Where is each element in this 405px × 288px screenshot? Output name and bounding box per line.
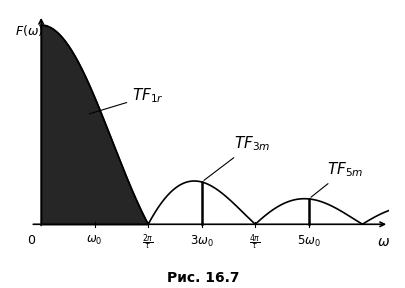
Text: $TF_{3m}$: $TF_{3m}$ [203, 134, 269, 180]
Text: $3\omega_0$: $3\omega_0$ [189, 234, 213, 249]
Text: Рис. 16.7: Рис. 16.7 [166, 271, 239, 285]
Text: $F(\omega)$: $F(\omega)$ [15, 23, 43, 38]
Text: $\omega_0$: $\omega_0$ [86, 234, 102, 247]
Text: $TF_{5m}$: $TF_{5m}$ [310, 160, 362, 197]
Text: $\frac{2\pi}{\tau}$: $\frac{2\pi}{\tau}$ [142, 233, 153, 253]
Text: $5\omega_0$: $5\omega_0$ [296, 234, 320, 249]
Text: 0: 0 [28, 234, 35, 247]
Text: $TF_{1r}$: $TF_{1r}$ [89, 87, 164, 114]
Text: $\frac{4\pi}{\tau}$: $\frac{4\pi}{\tau}$ [249, 233, 260, 253]
Text: $\omega$: $\omega$ [376, 235, 389, 249]
